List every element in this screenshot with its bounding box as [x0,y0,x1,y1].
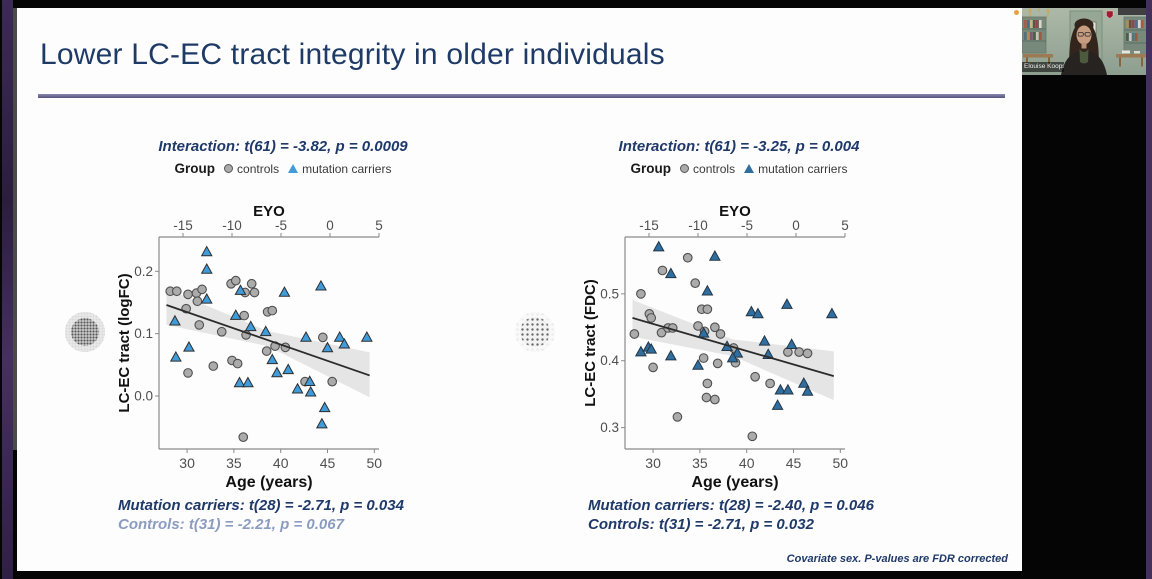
svg-text:35: 35 [226,455,242,471]
legend-item-controls: controls [680,162,735,176]
legend-label-controls: controls [693,161,736,176]
left-purple-strip [2,0,13,579]
svg-text:0.1: 0.1 [134,326,153,341]
legend-title: Group [630,161,672,176]
bookshelf-right [1123,16,1147,56]
svg-text:50: 50 [367,455,383,471]
controls-marker-icon [224,164,234,173]
svg-text:5: 5 [841,218,849,233]
svg-text:-5: -5 [741,218,753,233]
svg-text:-15: -15 [639,218,659,233]
panel-fdc: Interaction: t(61) = -3.25, p = 0.004 Gr… [553,138,893,533]
video-overlay-band [1118,8,1147,15]
tract-cross-section-icon-left [65,312,105,352]
carriers-marker-icon [744,164,755,173]
covariate-footnote: Covariate sex. P-values are FDR correcte… [786,553,1008,565]
svg-text:30: 30 [645,455,661,471]
svg-text:0: 0 [326,218,334,233]
orange-dot [1014,10,1019,15]
svg-text:40: 40 [273,455,289,471]
svg-text:EYO: EYO [253,203,285,220]
person-avatar [1061,18,1107,75]
svg-text:50: 50 [833,455,849,471]
right-purple-strip [1146,0,1152,579]
legend-item-carriers: mutation carriers [744,162,847,176]
mutation-stats: Mutation carriers: t(28) = -2.71, p = 0.… [118,497,404,514]
svg-text:Age (years): Age (years) [225,474,312,491]
bookshelf-left [1022,16,1047,54]
svg-text:35: 35 [692,455,708,471]
panel-logfc: Interaction: t(61) = -3.82, p = 0.0009 G… [87,138,427,533]
svg-text:0.2: 0.2 [134,264,153,279]
svg-text:40: 40 [739,455,755,471]
legend-item-carriers: mutation carriers [288,162,391,176]
svg-text:EYO: EYO [719,203,751,220]
svg-text:LC-EC tract (FDC): LC-EC tract (FDC) [583,279,599,407]
svg-text:-10: -10 [222,218,242,233]
legend-item-controls: controls [224,162,279,176]
participant-name-label: Elouise Koops [1022,62,1064,72]
crest-icon [1106,10,1114,19]
chart-legend: Group controls mutation carriers [139,160,427,177]
svg-text:5: 5 [375,218,383,233]
svg-text:LC-EC tract (logFC): LC-EC tract (logFC) [117,273,133,412]
svg-text:45: 45 [320,455,336,471]
svg-text:0.5: 0.5 [600,286,619,301]
scatter-chart-logfc: EYO -15 -10 -5 0 5 30 35 40 45 50 Age (years) 0.0 0.1… [117,203,383,491]
legend-label-carriers: mutation carriers [302,161,392,176]
svg-text:45: 45 [786,455,802,471]
legend-label-controls: controls [237,161,280,176]
svg-text:Age (years): Age (years) [691,474,778,491]
left-gray-line [13,8,17,450]
scatter-chart-fdc: EYO -15 -10 -5 0 5 30 35 40 45 50 Age (years) 0.3 0.4… [583,203,849,491]
carriers-marker-icon [288,164,299,173]
svg-text:0: 0 [792,218,800,233]
legend-label-carriers: mutation carriers [758,161,848,176]
svg-text:-5: -5 [275,218,287,233]
slide-title: Lower LC-EC tract integrity in older ind… [40,38,665,71]
presentation-slide: Lower LC-EC tract integrity in older ind… [17,8,1022,571]
svg-text:-15: -15 [173,218,193,233]
chart-legend: Group controls mutation carriers [585,160,893,177]
webcam-video[interactable]: Elouise Koops [1022,8,1147,75]
title-underline [38,94,1005,98]
svg-text:0.4: 0.4 [600,353,619,368]
svg-text:0.3: 0.3 [600,420,619,435]
mutation-stats: Mutation carriers: t(28) = -2.40, p = 0.… [588,497,874,514]
controls-marker-icon [680,164,690,173]
controls-stats: Controls: t(31) = -2.71, p = 0.032 [588,516,814,533]
controls-stats: Controls: t(31) = -2.21, p = 0.067 [118,516,344,533]
svg-text:-10: -10 [688,218,708,233]
interaction-stats: Interaction: t(61) = -3.82, p = 0.0009 [158,138,408,155]
interaction-stats: Interaction: t(61) = -3.25, p = 0.004 [618,138,860,155]
svg-text:0.0: 0.0 [134,389,153,404]
svg-text:30: 30 [179,455,195,471]
tract-cross-section-icon-right [515,312,555,352]
legend-title: Group [174,161,216,176]
